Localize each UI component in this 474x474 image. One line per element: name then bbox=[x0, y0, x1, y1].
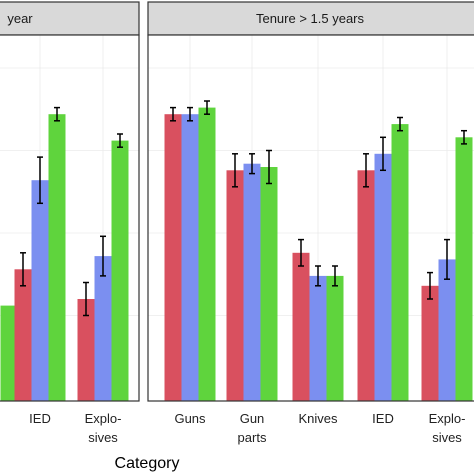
right-panel-border bbox=[147, 34, 474, 402]
left-panel-border bbox=[0, 34, 140, 402]
bar bbox=[0, 305, 18, 401]
x-tick-label: IED bbox=[29, 411, 51, 426]
left-panel-tick-labels: IED Explo-sives bbox=[29, 411, 121, 445]
x-tick-label: Guns bbox=[174, 411, 206, 426]
x-tick-label: Gun parts bbox=[238, 411, 267, 445]
bar bbox=[421, 285, 439, 401]
bar bbox=[164, 114, 182, 401]
bar bbox=[77, 299, 95, 401]
right-panel-title: Tenure > 1.5 years bbox=[256, 11, 365, 26]
bar bbox=[48, 114, 66, 401]
right-panel-tick-labels: Guns Gun parts Knives IED Explo-sives bbox=[174, 411, 465, 445]
x-tick-label: IED bbox=[372, 411, 394, 426]
bar bbox=[111, 140, 129, 401]
x-tick-label: Explo-sives bbox=[429, 411, 466, 445]
left-panel-title: year bbox=[7, 11, 33, 26]
bar bbox=[326, 275, 344, 401]
left-panel-strip bbox=[0, 1, 140, 36]
x-tick-label: Explo-sives bbox=[85, 411, 122, 445]
bar bbox=[455, 137, 473, 402]
left-panel: year IED Explo-sives bbox=[0, 1, 140, 445]
bar bbox=[357, 170, 375, 401]
bar bbox=[181, 114, 199, 401]
right-panel-bars bbox=[164, 100, 473, 402]
bar bbox=[226, 170, 244, 401]
bar bbox=[292, 252, 310, 401]
bar bbox=[31, 180, 49, 401]
bar bbox=[243, 163, 261, 401]
bar bbox=[198, 107, 216, 401]
right-panel-strip bbox=[147, 1, 474, 36]
bar bbox=[391, 124, 409, 401]
bar bbox=[438, 259, 456, 401]
bar bbox=[309, 275, 327, 401]
bar bbox=[260, 167, 278, 401]
bar bbox=[374, 153, 392, 401]
x-tick-label: Knives bbox=[298, 411, 338, 426]
left-panel-bars bbox=[0, 106, 129, 401]
x-axis-title: Category bbox=[115, 455, 180, 472]
bar bbox=[94, 256, 112, 401]
bar bbox=[14, 269, 32, 401]
right-panel: Tenure > 1.5 years Guns Gun parts Knives IED… bbox=[147, 1, 474, 445]
